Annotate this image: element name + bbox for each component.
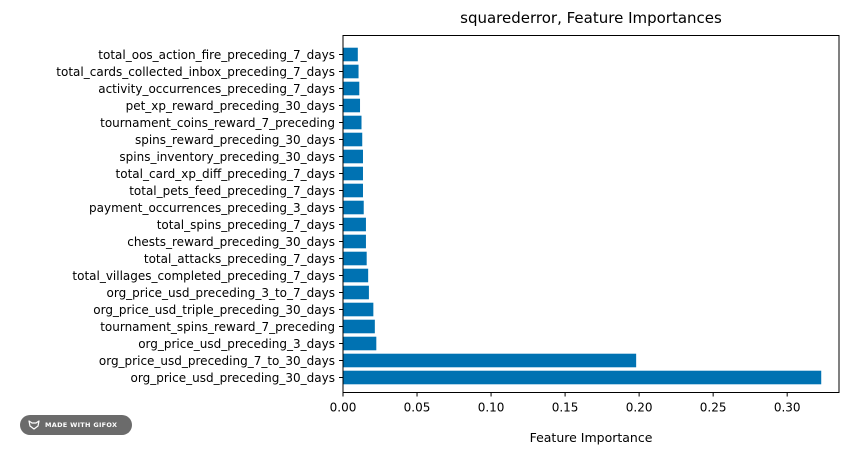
y-tick-label: tournament_spins_reward_7_preceding	[100, 320, 335, 334]
bar-org-price-usd-preceding-30-days	[343, 370, 822, 385]
bar-total-attacks-preceding-7-days	[343, 251, 367, 266]
x-tick-label: 0.20	[626, 401, 653, 415]
x-tick-label: 0.05	[404, 401, 431, 415]
y-tick-label: total_card_xp_diff_preceding_7_days	[116, 167, 335, 181]
x-tick-label: 0.15	[552, 401, 579, 415]
bar-total-card-xp-diff-preceding-7-days	[343, 166, 363, 181]
bar-org-price-usd-preceding-3-days	[343, 336, 377, 351]
bar-spins-reward-preceding-30-days	[343, 132, 363, 147]
bar-pet-xp-reward-preceding-30-days	[343, 98, 361, 113]
x-axis-label: Feature Importance	[530, 430, 653, 445]
y-tick-label: org_price_usd_preceding_3_to_7_days	[107, 286, 336, 300]
x-tick-label: 0.25	[700, 401, 727, 415]
y-tick-label: org_price_usd_preceding_30_days	[131, 371, 335, 385]
bar-tournament-coins-reward-7-preceding	[343, 115, 362, 130]
y-tick-label: org_price_usd_preceding_3_days	[138, 337, 335, 351]
y-tick-label: activity_occurrences_preceding_7_days	[98, 82, 335, 96]
badge-label: MADE WITH GIFOX	[45, 421, 118, 429]
made-with-gifox-badge: MADE WITH GIFOX	[20, 415, 132, 435]
bar-total-oos-action-fire-preceding-7-days	[343, 47, 358, 62]
plot-frame	[342, 35, 840, 393]
y-tick-label: pet_xp_reward_preceding_30_days	[126, 99, 335, 113]
x-tick-label: 0.10	[478, 401, 505, 415]
y-tick-label: total_villages_completed_preceding_7_day…	[72, 269, 335, 283]
y-tick-label: total_attacks_preceding_7_days	[144, 252, 335, 266]
bar-spins-inventory-preceding-30-days	[343, 149, 363, 164]
bar-activity-occurrences-preceding-7-days	[343, 81, 360, 96]
bar-org-price-usd-preceding-7-to-30-days	[343, 353, 637, 368]
bar-org-price-usd-triple-preceding-30-days	[343, 302, 374, 317]
chart-title: squarederror, Feature Importances	[460, 9, 722, 27]
bar-total-spins-preceding-7-days	[343, 217, 366, 232]
y-tick-label: total_spins_preceding_7_days	[157, 218, 335, 232]
y-tick-label: total_oos_action_fire_preceding_7_days	[98, 48, 335, 62]
y-tick-label: org_price_usd_triple_preceding_30_days	[93, 303, 335, 317]
y-tick-label: total_cards_collected_inbox_preceding_7_…	[56, 65, 335, 79]
bar-org-price-usd-preceding-3-to-7-days	[343, 285, 369, 300]
y-tick-label: spins_inventory_preceding_30_days	[119, 150, 335, 164]
bar-payment-occurrences-preceding-3-days	[343, 200, 364, 215]
bar-total-cards-collected-inbox-preceding-7-days	[343, 64, 359, 79]
y-tick-label: total_pets_feed_preceding_7_days	[129, 184, 335, 198]
bar-total-villages-completed-preceding-7-days	[343, 268, 369, 283]
bar-chests-reward-preceding-30-days	[343, 234, 366, 249]
x-tick-label: 0.30	[774, 401, 801, 415]
bar-total-pets-feed-preceding-7-days	[343, 183, 363, 198]
y-tick-label: payment_occurrences_preceding_3_days	[89, 201, 335, 215]
y-tick-label: spins_reward_preceding_30_days	[135, 133, 335, 147]
x-tick-label: 0.00	[330, 401, 357, 415]
y-tick-label: org_price_usd_preceding_7_to_30_days	[99, 354, 335, 368]
bar-tournament-spins-reward-7-preceding	[343, 319, 375, 334]
fox-icon	[28, 420, 40, 430]
y-tick-label: tournament_coins_reward_7_preceding	[100, 116, 335, 130]
y-tick-label: chests_reward_preceding_30_days	[127, 235, 335, 249]
